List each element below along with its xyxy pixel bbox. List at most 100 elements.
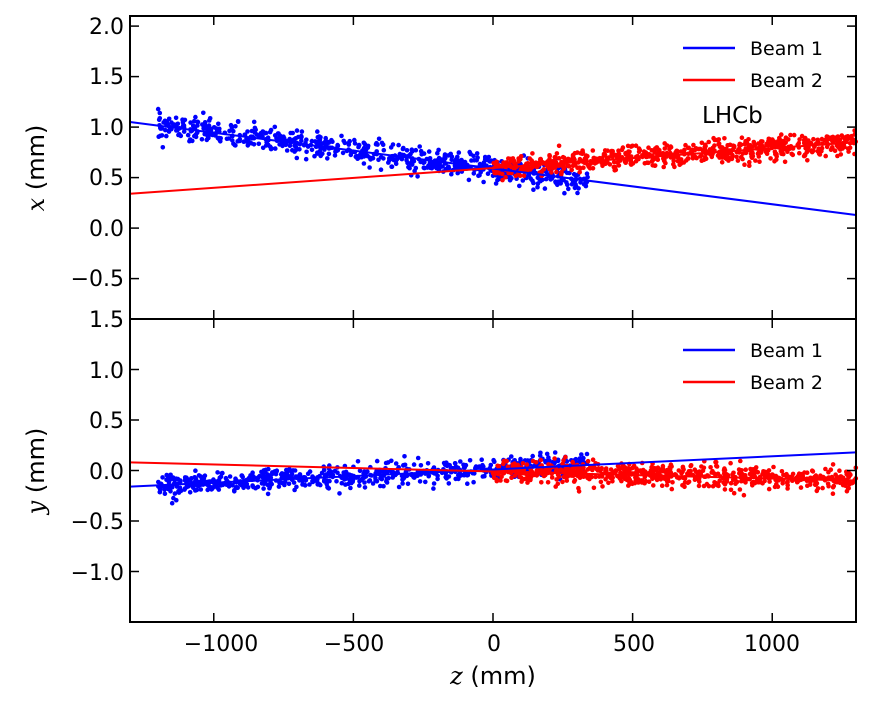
bottom-beam2-point: [742, 473, 748, 478]
top-beam1-point: [520, 178, 526, 183]
top-beam2-point: [710, 145, 716, 151]
top-beam1-point: [427, 165, 433, 170]
top-beam1-point: [268, 127, 274, 133]
top-beam1-point: [253, 127, 258, 133]
top-beam2-point: [748, 151, 754, 157]
top-beam1-point: [361, 161, 367, 166]
bottom-beam1-point: [300, 482, 305, 487]
top-ticks: [130, 16, 856, 319]
bottom-beam1-point: [357, 468, 363, 474]
top-beam1-point: [235, 139, 240, 144]
top-beam2-point: [671, 155, 677, 161]
bottom-beam1-point: [584, 451, 590, 457]
bottom-beam2-point: [815, 486, 821, 491]
top-beam1-point: [317, 134, 322, 139]
top-beam2-point: [672, 164, 677, 170]
bottom-beam2-point: [743, 480, 748, 485]
bottom-beam1-point: [168, 489, 173, 494]
top-beam1-point: [566, 186, 571, 192]
bottom-beam1-point: [166, 480, 172, 485]
top-beam1-point: [294, 155, 300, 161]
top-beam1-point: [157, 116, 163, 121]
top-beam1-point: [378, 167, 384, 172]
bottom-beam2-point: [640, 470, 645, 476]
bottom-beam1-point: [580, 457, 585, 463]
top-beam1-point: [537, 177, 543, 182]
bottom-beam2-point: [610, 479, 615, 484]
bottom-beam1-point: [544, 451, 550, 457]
top-beam2-point: [585, 153, 590, 159]
top-beam2-point: [529, 160, 534, 166]
bottom-beam2-point: [552, 456, 557, 461]
bottom-beam1-point: [193, 475, 198, 481]
bottom-beam1-point: [187, 490, 193, 495]
bottom-beam1-point: [347, 476, 353, 482]
top-beam2-point: [746, 137, 751, 142]
top-beam2-point: [750, 144, 755, 149]
bottom-beam2-point: [715, 482, 721, 487]
top-beam1-point: [235, 119, 241, 124]
bottom-beam1-point: [184, 484, 190, 490]
lhcb-label: LHCb: [702, 103, 763, 129]
bottom-beam1-point: [431, 481, 437, 486]
bottom-beam1-point: [482, 473, 487, 479]
bottom-beam2-point: [731, 470, 736, 476]
top-beam1-point: [531, 180, 536, 186]
bottom-beam2-point: [520, 461, 526, 466]
top-beam2-point: [716, 142, 721, 147]
top-beam1-point: [217, 126, 222, 132]
top-beam2-point: [783, 140, 788, 145]
x-axis-unit: (mm): [463, 662, 536, 690]
bottom-beam2-point: [728, 460, 733, 466]
bottom-beam2-fit-line: [129, 461, 857, 482]
top-beam1-point: [356, 142, 362, 148]
top-beam2-point: [553, 155, 558, 160]
bottom-beam2-point: [830, 462, 836, 467]
top-beam2-point: [685, 145, 691, 151]
bottom-beam2-point: [549, 475, 555, 480]
top-beam2-point: [662, 146, 668, 151]
top-beam2-point: [580, 148, 585, 153]
bottom-beam2-point: [499, 474, 504, 480]
bottom-beam1-point: [286, 481, 292, 487]
top-beam2-point: [649, 158, 655, 164]
top-beam2-point: [766, 143, 771, 148]
top-beam2-point: [747, 159, 752, 165]
bottom-beam1-point: [488, 462, 494, 468]
top-beam1-point: [426, 149, 432, 154]
top-beam2-point: [837, 146, 842, 151]
top-beam1-point: [299, 133, 304, 139]
top-beam1-point: [164, 133, 169, 139]
top-beam2-point: [703, 142, 708, 148]
bottom-beam1-point: [335, 470, 340, 476]
bottom-beam2-point: [710, 483, 716, 489]
top-beam1-point: [272, 124, 278, 130]
bottom-beam1-point: [339, 480, 345, 486]
bottom-y-axis-unit: (mm): [22, 428, 50, 501]
bottom-beam1-point: [196, 473, 202, 478]
top-beam1-point: [269, 146, 274, 151]
top-beam1-point: [157, 110, 163, 116]
bottom-beam1-point: [259, 481, 265, 486]
top-beam1-point: [288, 130, 294, 136]
top-beam1-point: [195, 119, 201, 125]
bottom-beam2-point: [755, 470, 761, 475]
top-beam1-point: [375, 142, 380, 147]
bottom-beam2-point: [753, 465, 759, 470]
bottom-ytick-label: 1.5: [89, 308, 124, 333]
bottom-beam1-point: [210, 486, 215, 491]
bottom-beam1-point: [289, 468, 294, 474]
bottom-beam2-point: [820, 485, 825, 491]
top-beam2-point: [770, 137, 775, 142]
top-beam2-point: [630, 143, 635, 149]
bottom-beam2-point: [728, 480, 734, 486]
bottom-beam2-point: [571, 473, 576, 479]
bottom-beam2-point: [576, 485, 581, 491]
top-beam2-point: [660, 151, 666, 156]
bottom-beam1-point: [405, 481, 411, 487]
top-beam2-point: [805, 148, 811, 153]
bottom-beam2-point: [771, 464, 776, 470]
top-beam2-point: [623, 151, 629, 157]
bottom-beam1-point: [326, 486, 332, 491]
top-beam2-point: [561, 166, 567, 171]
